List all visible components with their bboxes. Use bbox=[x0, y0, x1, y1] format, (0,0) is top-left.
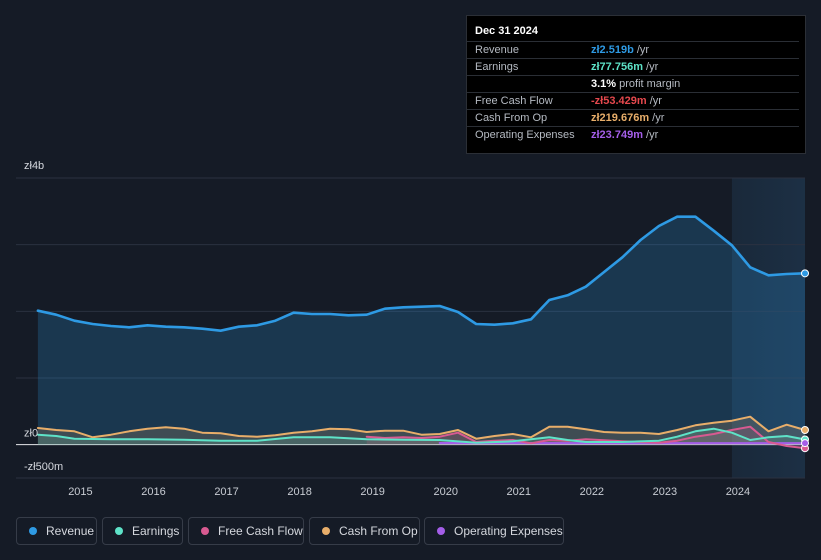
x-tick-label: 2017 bbox=[214, 486, 238, 498]
tooltip-value: 3.1% profit margin bbox=[591, 78, 680, 90]
tooltip-label: Operating Expenses bbox=[475, 129, 575, 141]
tooltip-value-text: -zł53.429m bbox=[591, 95, 647, 107]
x-tick-label: 2022 bbox=[580, 486, 604, 498]
tooltip-label: Cash From Op bbox=[475, 112, 548, 124]
tooltip-unit: /yr bbox=[649, 112, 665, 124]
tooltip-unit: /yr bbox=[646, 95, 662, 107]
legend-item-cash-from-op[interactable]: Cash From Op bbox=[309, 517, 420, 545]
legend-label: Free Cash Flow bbox=[218, 524, 303, 538]
legend-label: Operating Expenses bbox=[454, 524, 563, 538]
tooltip-row-margin: 3.1% profit margin bbox=[467, 75, 799, 93]
x-tick-label: 2023 bbox=[653, 486, 677, 498]
tooltip-value-text: 3.1% bbox=[591, 78, 617, 90]
tooltip-value-text: zł219.676m bbox=[591, 112, 650, 124]
x-tick-label: 2016 bbox=[141, 486, 165, 498]
y-axis-label: zł4b bbox=[24, 160, 44, 172]
tooltip-unit: profit margin bbox=[616, 78, 681, 90]
x-tick-label: 2019 bbox=[360, 486, 384, 498]
series-line-cfo bbox=[36, 415, 806, 440]
end-marker-cfo bbox=[801, 426, 809, 434]
x-tick-label: 2021 bbox=[507, 486, 531, 498]
legend-item-free-cash-flow[interactable]: Free Cash Flow bbox=[188, 517, 304, 545]
legend-item-earnings[interactable]: Earnings bbox=[102, 517, 183, 545]
tooltip-value-text: zł77.756m bbox=[591, 61, 643, 73]
tooltip-row-opex: Operating Expenses zł23.749m /yr bbox=[467, 126, 799, 144]
tooltip-value: zł2.519b /yr bbox=[591, 44, 649, 56]
legend-item-operating-expenses[interactable]: Operating Expenses bbox=[424, 517, 564, 545]
y-axis-label: -zł500m bbox=[24, 461, 63, 473]
tooltip-label: Earnings bbox=[475, 61, 519, 73]
legend-dot-icon bbox=[437, 527, 445, 535]
legend-item-revenue[interactable]: Revenue bbox=[16, 517, 97, 545]
chart-area: zł4b zł0 -zł500m 2015 2016 2017 2018 2019 2020 20… bbox=[16, 160, 809, 498]
tooltip-row-fcf: Free Cash Flow -zł53.429m /yr bbox=[467, 92, 799, 110]
tooltip-label: Revenue bbox=[475, 44, 520, 56]
x-tick-label: 2018 bbox=[287, 486, 311, 498]
legend-dot-icon bbox=[29, 527, 37, 535]
legend-dot-icon bbox=[322, 527, 330, 535]
x-tick-label: 2024 bbox=[726, 486, 750, 498]
tooltip-row-revenue: Revenue zł2.519b /yr bbox=[467, 41, 799, 59]
y-axis-label: zł0 bbox=[24, 428, 38, 440]
legend-label: Revenue bbox=[46, 524, 95, 538]
legend-label: Cash From Op bbox=[339, 524, 418, 538]
tooltip-unit: /yr bbox=[642, 61, 659, 73]
tooltip-value: zł23.749m /yr bbox=[591, 129, 658, 141]
tooltip-value: -zł53.429m /yr bbox=[591, 95, 662, 107]
legend-label: Earnings bbox=[132, 524, 180, 538]
tooltip-label: Free Cash Flow bbox=[475, 95, 553, 107]
end-marker-opex bbox=[801, 439, 809, 448]
tooltip-date: Dec 31 2024 bbox=[475, 25, 538, 37]
tooltip-value: zł77.756m /yr bbox=[591, 61, 658, 73]
series-area-cfo bbox=[37, 416, 805, 445]
end-marker-revenue bbox=[801, 269, 809, 278]
series-area-revenue bbox=[37, 216, 805, 445]
tooltip-value-text: zł23.749m bbox=[591, 129, 643, 141]
series-line-earnings bbox=[36, 427, 806, 444]
legend-dot-icon bbox=[201, 527, 209, 535]
x-tick-label: 2015 bbox=[68, 486, 92, 498]
tooltip-row-cfo: Cash From Op zł219.676m /yr bbox=[467, 109, 799, 127]
tooltip-unit: /yr bbox=[642, 129, 659, 141]
tooltip-unit: /yr bbox=[633, 44, 650, 56]
x-tick-label: 2020 bbox=[433, 486, 457, 498]
tooltip-value-text: zł2.519b bbox=[591, 44, 634, 56]
tooltip-value: zł219.676m /yr bbox=[591, 112, 664, 124]
tooltip-panel: Dec 31 2024 Revenue zł2.519b /yr Earning… bbox=[466, 15, 806, 154]
series-line-revenue bbox=[36, 215, 807, 332]
tooltip-row-earnings: Earnings zł77.756m /yr bbox=[467, 58, 799, 76]
legend-dot-icon bbox=[115, 527, 123, 535]
